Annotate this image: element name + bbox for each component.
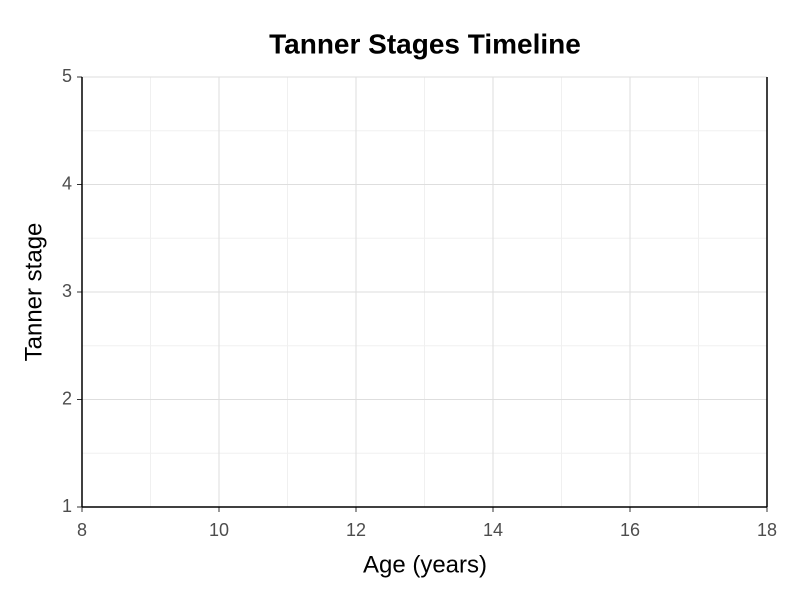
- y-tick-label: 5: [62, 66, 72, 86]
- y-tick-label: 1: [62, 496, 72, 516]
- x-axis-title: Age (years): [363, 551, 487, 578]
- x-tick-label: 10: [209, 520, 229, 540]
- x-tick-label: 18: [757, 520, 777, 540]
- chart-title: Tanner Stages Timeline: [269, 28, 581, 59]
- x-tick-label: 14: [483, 520, 503, 540]
- y-axis-title: Tanner stage: [20, 223, 47, 362]
- x-tick-label: 16: [620, 520, 640, 540]
- x-tick-label: 12: [346, 520, 366, 540]
- y-tick-label: 2: [62, 388, 72, 408]
- x-tick-label: 8: [77, 520, 87, 540]
- y-tick-label: 4: [62, 173, 72, 193]
- y-tick-label: 3: [62, 281, 72, 301]
